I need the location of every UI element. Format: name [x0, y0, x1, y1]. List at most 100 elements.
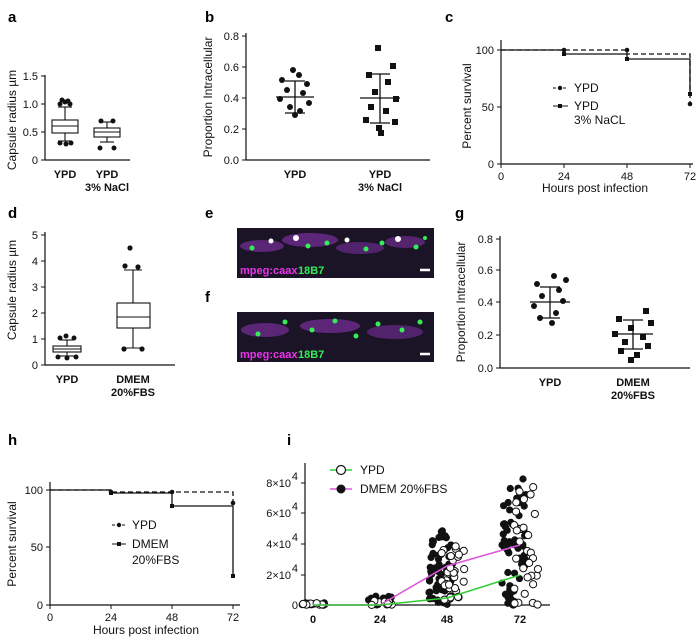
panel-i-point-dmem — [434, 555, 443, 563]
panel-i-yticks: 0 2×10 4 4×10 4 6×10 4 8×10 4 — [266, 471, 305, 612]
panel-i-line-dmem — [313, 544, 521, 606]
panel-c-xtick: 0 — [498, 171, 504, 183]
panel-i-point-ypd — [526, 490, 535, 499]
panel-i-point-ypd — [440, 595, 449, 604]
panel-c-xtick: 48 — [621, 171, 633, 183]
panel-h-ylabel: Percent survival — [5, 501, 19, 586]
panel-c-ticks: 0 50 100 0 24 48 72 — [476, 45, 696, 183]
panel-i-ytick-exp: 4 — [292, 501, 298, 513]
panel-g-yticks: 0.0 0.2 0.4 0.6 0.8 — [478, 234, 500, 375]
panel-c-markers — [561, 47, 693, 107]
panel-i-point-ypd — [512, 554, 521, 563]
panel-d: d Capsule radius µm 0 1 2 3 4 5 YPD DMEM… — [5, 205, 175, 399]
panel-i-point-ypd — [446, 551, 455, 561]
panel-h-line-ypd — [50, 489, 234, 503]
panel-a-box-nacl — [93, 121, 121, 143]
panel-b-ytick: 0.0 — [224, 155, 239, 167]
panel-d-ylabel: Capsule radius µm — [5, 240, 19, 340]
panel-label-g: g — [455, 205, 464, 222]
panel-a-outliers-nacl — [97, 118, 117, 151]
panel-g-ytick: 0.4 — [478, 297, 493, 309]
panel-g-ytick: 0.8 — [478, 234, 493, 246]
panel-h-xtick: 0 — [47, 612, 53, 624]
panel-i-point-dmem — [515, 574, 524, 583]
panel-d-xtick-dmem: DMEM — [116, 374, 150, 386]
panel-i-point-ypd — [460, 565, 469, 574]
panel-i-ytick: 8×10 — [266, 478, 291, 490]
panel-a-ytick: 1.0 — [23, 99, 38, 111]
panel-i-point-ypd — [299, 599, 308, 609]
panel-h-legend-dmem-2: 20%FBS — [132, 553, 179, 567]
panel-i-point-dmem — [439, 533, 447, 541]
panel-f: f mpeg:caax 18B7 — [205, 289, 434, 362]
panel-d-ytick: 5 — [32, 230, 38, 242]
panel-d-box-dmem — [116, 269, 151, 349]
panel-b-xtick-ypd: YPD — [284, 169, 307, 181]
panel-i-point-ypd — [523, 573, 532, 582]
panel-d-box-ypd — [52, 339, 82, 357]
panel-i-point-ypd — [519, 523, 528, 532]
panel-i-point-ypd — [529, 483, 538, 492]
panel-c-legend-nacl: YPD — [574, 99, 599, 113]
panel-i-point-ypd — [312, 599, 321, 608]
panel-i-point-dmem — [498, 541, 506, 549]
panel-i-point-dmem — [437, 570, 445, 578]
panel-i-legend-ypd: YPD — [360, 463, 385, 477]
panel-i-line-ypd — [313, 574, 521, 606]
panel-f-stain-green: 18B7 — [298, 349, 324, 361]
panel-i-point-ypd — [529, 580, 538, 589]
panel-c-legend: YPD YPD 3% NaCL — [553, 81, 626, 127]
panel-i-ytick-exp: 4 — [292, 563, 298, 575]
panel-g-xtick-dmem-2: 20%FBS — [611, 390, 655, 402]
panel-h-xtick: 24 — [105, 612, 117, 624]
panel-i-point-ypd — [510, 599, 519, 608]
panel-d-ytick: 3 — [32, 282, 38, 294]
panel-c-xtick: 72 — [684, 171, 696, 183]
panel-a-yticks: 0 0.5 1.0 1.5 — [23, 71, 45, 167]
panel-c-xlabel: Hours post infection — [542, 181, 648, 195]
panel-i-point-dmem — [431, 564, 439, 572]
panel-b-ylabel: Proportion Intracellular — [201, 37, 215, 158]
panel-c-ytick: 50 — [482, 102, 494, 114]
panel-i-point-ypd — [533, 564, 543, 574]
panel-g-xtick-dmem: DMEM — [616, 377, 650, 389]
panel-c-xtick: 24 — [558, 171, 570, 183]
panel-b: b Proportion Intracellular 0.0 0.2 0.4 0… — [201, 9, 430, 194]
panel-b-ytick: 0.6 — [224, 62, 239, 74]
panel-b-yticks: 0.0 0.2 0.4 0.6 0.8 — [224, 31, 246, 167]
panel-h-ytick: 0 — [37, 600, 43, 612]
panel-a-ytick: 0 — [32, 155, 38, 167]
panel-i-legend-dmem-marker — [336, 484, 346, 494]
panel-i-point-dmem — [510, 569, 519, 577]
panel-b-points-ypd — [277, 67, 312, 118]
panel-a-ylabel: Capsule radius µm — [5, 70, 19, 170]
panel-b-ytick: 0.4 — [224, 93, 239, 105]
panel-label-e: e — [205, 205, 213, 222]
panel-a-xtick-nacl-2: 3% NaCl — [85, 182, 129, 194]
panel-i-point-ypd — [524, 531, 533, 540]
panel-c-ylabel: Percent survival — [460, 63, 474, 148]
panel-i-point-dmem — [434, 598, 442, 606]
panel-b-xtick-nacl: YPD — [369, 169, 392, 181]
panel-h-ytick: 50 — [31, 542, 43, 554]
panel-i-point-dmem — [504, 540, 512, 548]
panel-i-point-ypd — [510, 584, 519, 593]
panel-h-legend-ypd: YPD — [132, 518, 157, 532]
panel-d-xtick-dmem-2: 20%FBS — [111, 387, 155, 399]
panel-i-point-dmem — [506, 506, 514, 514]
panel-i-point-ypd — [512, 498, 521, 507]
panel-c-legend-ypd: YPD — [574, 81, 599, 95]
panel-g-ytick: 0.6 — [478, 265, 493, 277]
panel-h-xtick: 48 — [166, 612, 178, 624]
panel-a-xtick-nacl: YPD — [96, 169, 119, 181]
panel-i-point-dmem — [519, 475, 527, 483]
panel-i-ytick: 2×10 — [266, 570, 291, 582]
panel-c-ytick: 0 — [488, 159, 494, 171]
panel-a-outliers-ypd — [57, 97, 74, 147]
panel-d-ytick: 4 — [32, 256, 38, 268]
panel-e-signal — [240, 233, 427, 254]
panel-h-legend: YPD DMEM 20%FBS — [112, 518, 179, 567]
panel-c: c Percent survival 0 50 100 0 24 48 72 H… — [445, 9, 696, 195]
panel-h-markers — [108, 489, 236, 578]
panel-i-point-dmem — [429, 538, 437, 546]
